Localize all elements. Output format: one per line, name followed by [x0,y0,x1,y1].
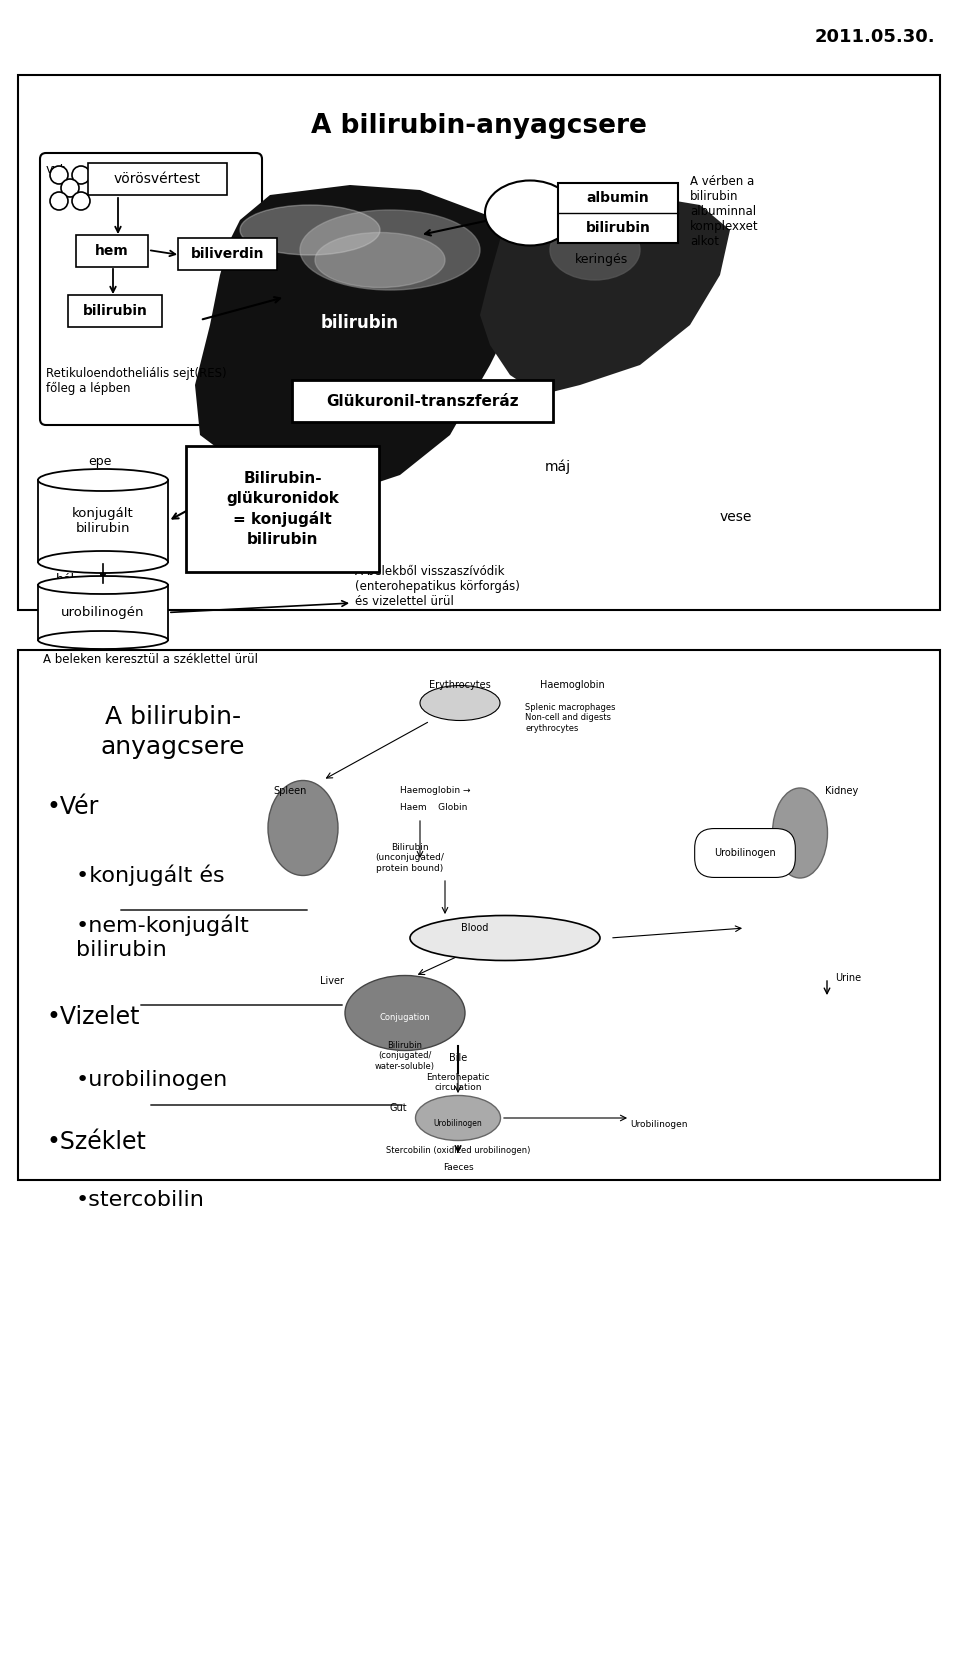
Text: Kidney: Kidney [825,786,858,796]
Ellipse shape [550,220,640,281]
Text: vvt: vvt [46,163,65,176]
Text: Splenic macrophages
Non-cell and digests
erythrocytes: Splenic macrophages Non-cell and digests… [525,702,615,732]
Text: urobilinogén: urobilinogén [61,606,145,618]
Ellipse shape [416,1095,500,1141]
Text: •nem-konjugált
bilirubin: •nem-konjugált bilirubin [76,916,250,959]
Text: •konjugált és: •konjugált és [76,865,225,887]
Circle shape [61,180,79,197]
Ellipse shape [773,788,828,879]
Text: konjugált
bilirubin: konjugált bilirubin [72,507,133,534]
Text: bilirubin: bilirubin [321,314,399,333]
Text: albumin: albumin [587,192,649,205]
FancyBboxPatch shape [178,239,277,270]
Text: Haemoglobin →: Haemoglobin → [400,786,470,795]
FancyBboxPatch shape [40,153,262,425]
Text: bilirubin: bilirubin [83,304,148,318]
Text: Urine: Urine [835,973,861,983]
Text: Conjugation: Conjugation [379,1013,430,1023]
Text: Bilirubin
(unconjugated/
protein bound): Bilirubin (unconjugated/ protein bound) [375,843,444,874]
Ellipse shape [420,685,500,721]
Ellipse shape [38,576,168,595]
Ellipse shape [300,210,480,291]
Ellipse shape [240,205,380,255]
Text: bélrendszer: bélrendszer [56,573,130,586]
FancyBboxPatch shape [88,163,227,195]
Text: Haemoglobin: Haemoglobin [540,680,605,690]
Text: Enterohepatic
circulation: Enterohepatic circulation [426,1074,490,1092]
PathPatch shape [195,185,570,496]
Text: A bilirubin-anyagcsere: A bilirubin-anyagcsere [311,113,647,139]
Text: bilirubin: bilirubin [586,222,651,235]
Text: Retikuloendotheliális sejt(RES)
főleg a lépben: Retikuloendotheliális sejt(RES) főleg a … [46,366,227,395]
Bar [38,585,168,640]
Text: A vérben a
bilirubin
albuminnal
komplexxet
alkot: A vérben a bilirubin albuminnal komplexx… [690,175,758,249]
Text: Gut: Gut [390,1104,408,1112]
Circle shape [50,192,68,210]
Text: Erythrocytes: Erythrocytes [429,680,491,690]
Bar [38,480,168,563]
Text: Blood: Blood [462,922,489,932]
Text: hem: hem [95,244,129,259]
FancyBboxPatch shape [292,380,553,422]
Ellipse shape [315,232,445,287]
Text: Urobilinogen: Urobilinogen [714,848,776,858]
Text: •Vizelet: •Vizelet [46,1005,139,1028]
Text: Haem    Globin: Haem Globin [400,803,468,811]
Ellipse shape [410,916,600,961]
Text: Bilirubin
(conjugated/
water-soluble): Bilirubin (conjugated/ water-soluble) [375,1042,435,1070]
Text: epe: epe [88,455,111,469]
Text: vese: vese [720,511,753,524]
Text: •urobilinogen: •urobilinogen [76,1070,228,1090]
Ellipse shape [38,469,168,491]
Text: A bilirubin-
anyagcsere: A bilirubin- anyagcsere [101,706,245,759]
Text: biliverdin: biliverdin [191,247,264,260]
Ellipse shape [485,180,575,245]
Text: Glükuronil-transzferáz: Glükuronil-transzferáz [326,393,518,408]
Ellipse shape [38,551,168,573]
FancyBboxPatch shape [68,296,162,328]
Text: A beleken keresztül a széklettel ürül: A beleken keresztül a széklettel ürül [43,654,258,665]
FancyBboxPatch shape [186,445,379,571]
FancyBboxPatch shape [76,235,148,267]
Text: Spleen: Spleen [273,786,306,796]
Text: Bilirubin-
glükuronidok
= konjugált
bilirubin: Bilirubin- glükuronidok = konjugált bili… [226,470,339,548]
PathPatch shape [480,195,730,395]
Text: máj: máj [545,460,571,474]
Text: 2011.05.30.: 2011.05.30. [814,29,935,45]
Text: vörösvértest: vörösvértest [114,171,201,186]
FancyBboxPatch shape [18,76,940,610]
Text: Bile: Bile [449,1053,468,1063]
Text: keringés: keringés [575,254,628,265]
Circle shape [50,166,68,185]
Text: •Széklet: •Széklet [46,1131,146,1154]
Bar [558,183,678,244]
Text: •Vér: •Vér [46,795,98,818]
Circle shape [72,192,90,210]
Text: Faeces: Faeces [443,1163,473,1173]
Text: •stercobilin: •stercobilin [76,1189,204,1210]
Ellipse shape [345,976,465,1050]
Ellipse shape [38,632,168,648]
Ellipse shape [268,781,338,875]
Text: Urobilinogen: Urobilinogen [434,1119,482,1127]
Bar [245,669,925,1159]
Text: A belekből visszaszívódik
(enterohepatikus körforgás)
és vizelettel ürül: A belekből visszaszívódik (enterohepatik… [355,564,520,608]
Text: Urobilinogen: Urobilinogen [630,1121,687,1129]
Text: Liver: Liver [320,976,344,986]
Text: Stercobilin (oxidized urobilinogen): Stercobilin (oxidized urobilinogen) [386,1146,530,1156]
FancyBboxPatch shape [18,650,940,1179]
Circle shape [72,166,90,185]
